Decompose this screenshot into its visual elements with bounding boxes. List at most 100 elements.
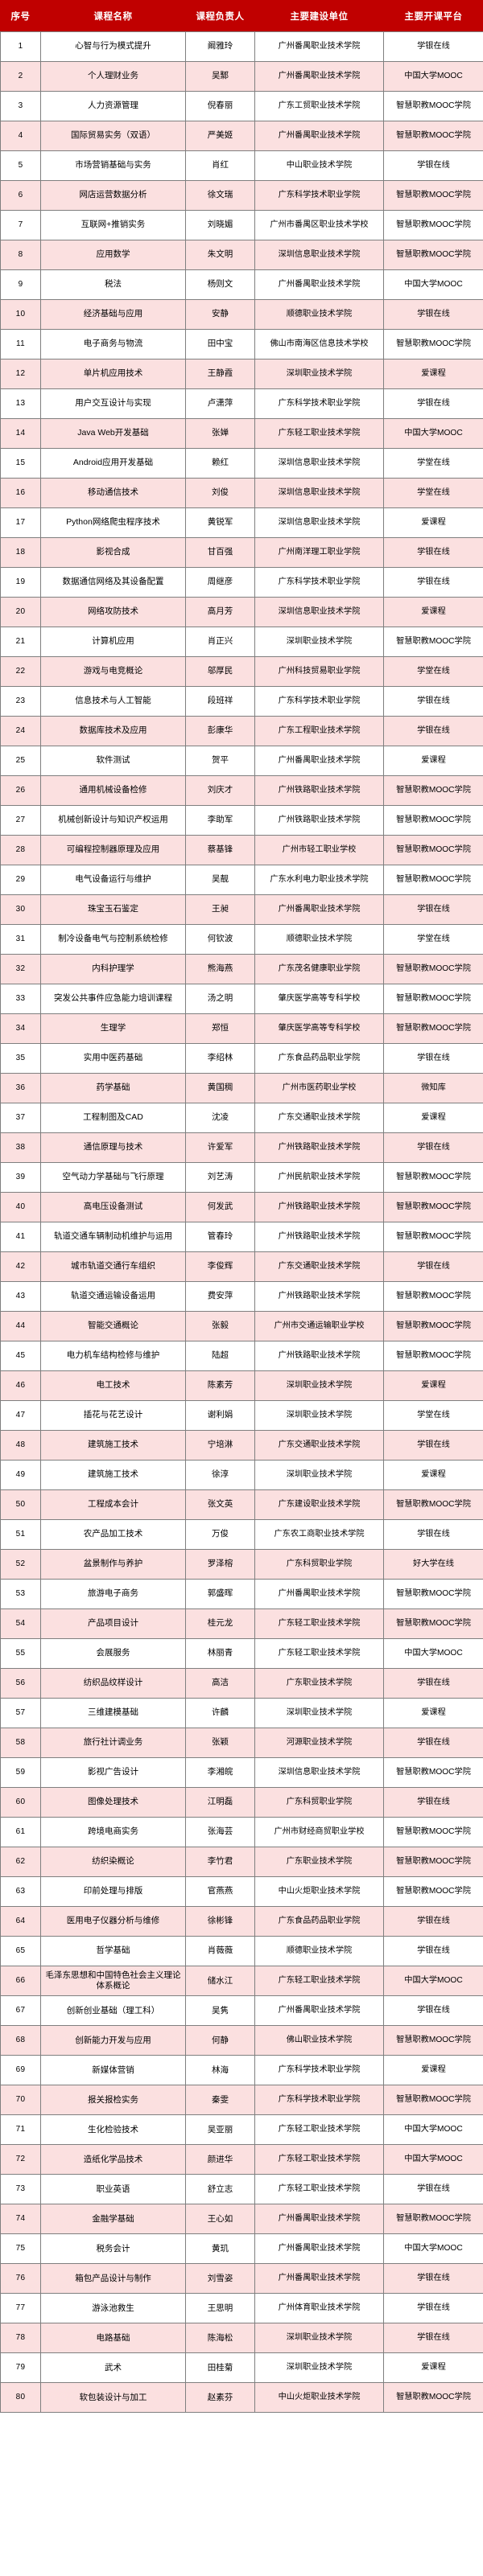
cell-course-name: 内科护理学	[40, 954, 186, 984]
cell-course-name: 生理学	[40, 1013, 186, 1044]
cell-platform: 爱课程	[383, 359, 483, 389]
cell-platform: 智慧职教MOOC学院	[383, 954, 483, 984]
cell-course-name: 数据库技术及应用	[40, 716, 186, 746]
cell-index: 7	[0, 210, 41, 240]
cell-build-unit: 广东科学技术职业学院	[254, 388, 384, 419]
cell-platform: 中国大学MOOC	[383, 61, 483, 92]
cell-course-name: 插花与花艺设计	[40, 1400, 186, 1431]
cell-course-name: 经济基础与应用	[40, 299, 186, 330]
cell-platform: 学银在线	[383, 1728, 483, 1758]
cell-course-name: 箱包产品设计与制作	[40, 2263, 186, 2295]
table-row: 51 农产品加工技术 万俊 广东农工商职业技术学院 学银在线	[0, 1519, 483, 1550]
cell-platform: 学堂在线	[383, 478, 483, 508]
cell-course-name: 空气动力学基础与飞行原理	[40, 1162, 186, 1193]
cell-build-unit: 深圳职业技术学院	[254, 1698, 384, 1728]
table-row: 50 工程成本会计 张文英 广东建设职业技术学院 智慧职教MOOC学院	[0, 1489, 483, 1520]
cell-build-unit: 广东科学技术职业学院	[254, 2055, 384, 2086]
cell-course-owner: 蔡基锋	[185, 835, 255, 865]
cell-platform: 学银在线	[383, 299, 483, 330]
cell-platform: 智慧职教MOOC学院	[383, 2382, 483, 2414]
table-row: 9 税法 杨则文 广州番禺职业技术学院 中国大学MOOC	[0, 269, 483, 300]
cell-course-owner: 桂元龙	[185, 1608, 255, 1639]
cell-build-unit: 广州铁路职业技术学院	[254, 1281, 384, 1312]
cell-course-owner: 肖薇薇	[185, 1936, 255, 1966]
cell-platform: 微知库	[383, 1073, 483, 1103]
cell-course-owner: 何发武	[185, 1192, 255, 1222]
table-row: 8 应用数学 朱文明 深圳信息职业技术学院 智慧职教MOOC学院	[0, 240, 483, 270]
table-row: 61 跨境电商实务 张海芸 广州市财经商贸职业学校 智慧职教MOOC学院	[0, 1817, 483, 1847]
table-header: 序号 课程名称 课程负责人 主要建设单位 主要开课平台	[0, 0, 483, 32]
cell-course-name: 纺织品纹样设计	[40, 1668, 186, 1699]
cell-build-unit: 深圳职业技术学院	[254, 627, 384, 657]
cell-course-name: 智能交通概论	[40, 1311, 186, 1341]
cell-course-name: 移动通信技术	[40, 478, 186, 508]
table-row: 11 电子商务与物流 田中宝 佛山市南海区信息技术学校 智慧职教MOOC学院	[0, 329, 483, 359]
table-row: 24 数据库技术及应用 彭康华 广东工程职业技术学院 学银在线	[0, 716, 483, 746]
cell-build-unit: 深圳职业技术学院	[254, 1400, 384, 1431]
cell-course-name: 电子商务与物流	[40, 329, 186, 359]
table-row: 6 网店运营数据分析 徐文瑞 广东科学技术职业学院 智慧职教MOOC学院	[0, 180, 483, 211]
cell-index: 61	[0, 1817, 41, 1847]
cell-platform: 学银在线	[383, 2174, 483, 2205]
cell-course-name: 电工技术	[40, 1370, 186, 1401]
cell-course-name: 毛泽东思想和中国特色社会主义理论体系概论	[40, 1965, 186, 1997]
cell-build-unit: 广州市番禺区职业技术学校	[254, 210, 384, 240]
cell-course-name: 电路基础	[40, 2323, 186, 2354]
cell-course-name: 产品项目设计	[40, 1608, 186, 1639]
cell-index: 55	[0, 1638, 41, 1669]
cell-build-unit: 广东轻工职业技术学院	[254, 2114, 384, 2146]
cell-index: 40	[0, 1192, 41, 1222]
cell-build-unit: 广东职业技术学院	[254, 1668, 384, 1699]
cell-index: 30	[0, 894, 41, 925]
cell-course-name: 电气设备运行与维护	[40, 865, 186, 895]
cell-platform: 学银在线	[383, 2263, 483, 2295]
cell-course-name: 轨道交通车辆制动机维护与运用	[40, 1222, 186, 1252]
cell-course-name: 机械创新设计与知识产权运用	[40, 805, 186, 836]
cell-course-owner: 何静	[185, 2025, 255, 2056]
cell-course-owner: 张婵	[185, 418, 255, 449]
cell-platform: 智慧职教MOOC学院	[383, 2085, 483, 2116]
cell-course-name: 市场营销基础与实务	[40, 150, 186, 181]
cell-course-name: 单片机应用技术	[40, 359, 186, 389]
cell-build-unit: 广州铁路职业技术学院	[254, 805, 384, 836]
cell-index: 65	[0, 1936, 41, 1966]
cell-index: 9	[0, 269, 41, 300]
cell-index: 68	[0, 2025, 41, 2056]
cell-index: 69	[0, 2055, 41, 2086]
cell-platform: 中国大学MOOC	[383, 1965, 483, 1997]
cell-platform: 智慧职教MOOC学院	[383, 1817, 483, 1847]
cell-build-unit: 广州铁路职业技术学院	[254, 1192, 384, 1222]
cell-platform: 学银在线	[383, 1995, 483, 2027]
cell-platform: 学银在线	[383, 537, 483, 568]
cell-platform: 学堂在线	[383, 656, 483, 687]
cell-index: 75	[0, 2233, 41, 2265]
cell-course-owner: 储水江	[185, 1965, 255, 1997]
cell-index: 50	[0, 1489, 41, 1520]
cell-build-unit: 广东职业技术学院	[254, 1847, 384, 1877]
table-row: 68 创新能力开发与应用 何静 佛山职业技术学院 智慧职教MOOC学院	[0, 2025, 483, 2056]
cell-build-unit: 顺德职业技术学院	[254, 924, 384, 955]
cell-course-name: 实用中医药基础	[40, 1043, 186, 1074]
table-row: 42 城市轨道交通行车组织 李俊辉 广东交通职业技术学院 学银在线	[0, 1251, 483, 1282]
table-row: 7 互联网+推销实务 刘晓媚 广州市番禺区职业技术学校 智慧职教MOOC学院	[0, 210, 483, 240]
cell-index: 11	[0, 329, 41, 359]
cell-course-name: 生化检验技术	[40, 2114, 186, 2146]
table-row: 36 药学基础 黄国稠 广州市医药职业学校 微知库	[0, 1073, 483, 1103]
cell-index: 57	[0, 1698, 41, 1728]
cell-platform: 好大学在线	[383, 1549, 483, 1580]
cell-index: 8	[0, 240, 41, 270]
cell-course-name: 计算机应用	[40, 627, 186, 657]
cell-build-unit: 深圳职业技术学院	[254, 2352, 384, 2384]
cell-index: 37	[0, 1103, 41, 1133]
cell-index: 39	[0, 1162, 41, 1193]
cell-build-unit: 广东科贸职业学院	[254, 1549, 384, 1580]
cell-platform: 爱课程	[383, 597, 483, 627]
cell-course-owner: 黄玑	[185, 2233, 255, 2265]
cell-build-unit: 深圳职业技术学院	[254, 1370, 384, 1401]
cell-course-owner: 江明磊	[185, 1787, 255, 1818]
table-row: 27 机械创新设计与知识产权运用 李助军 广州铁路职业技术学院 智慧职教MOOC学院	[0, 805, 483, 836]
cell-course-name: 影视广告设计	[40, 1757, 186, 1788]
cell-build-unit: 广东食品药品职业学院	[254, 1906, 384, 1937]
cell-course-owner: 陆超	[185, 1341, 255, 1371]
table-row: 58 旅行社计调业务 张颖 河源职业技术学院 学银在线	[0, 1728, 483, 1758]
